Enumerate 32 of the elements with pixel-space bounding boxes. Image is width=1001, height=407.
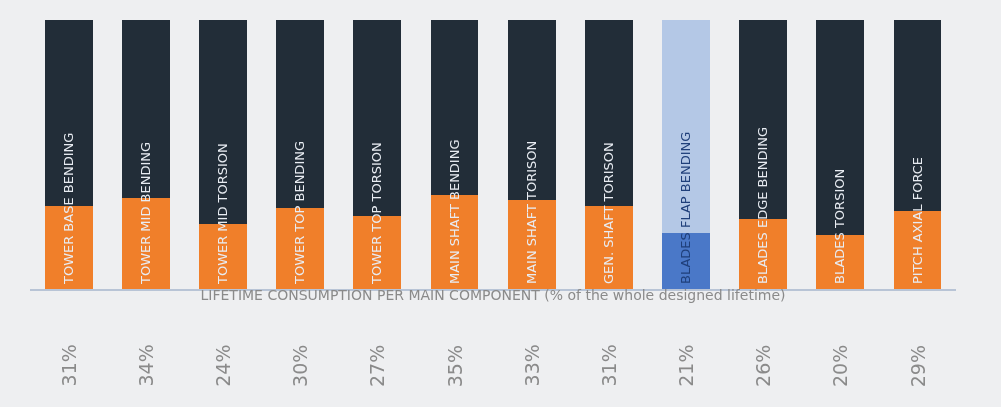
x-tick-label: TOWER TOP BENDING	[292, 140, 308, 286]
x-tick-label: BLADES TORSION	[832, 168, 848, 285]
bar	[507, 20, 556, 201]
bar	[584, 205, 633, 289]
x-tick-label: TOWER MID BENDING	[137, 141, 153, 286]
data-label: 35%	[443, 344, 466, 388]
bar	[816, 235, 865, 289]
data-label: 29%	[906, 344, 929, 388]
data-label: 33%	[520, 344, 543, 387]
x-tick-label: MAIN SHAFT TORISON	[523, 140, 539, 285]
data-label: 30%	[289, 344, 312, 387]
x-axis-title: LIFETIME CONSUMPTION PER MAIN COMPONENT (% of the whole designed lifetime)	[200, 286, 786, 303]
data-label: 31%	[597, 344, 620, 387]
data-label: 26%	[752, 344, 775, 387]
x-tick-label: GEN. SHAFT TORISON	[600, 142, 616, 285]
data-label: 21%	[675, 344, 698, 387]
data-label: 27%	[366, 344, 389, 388]
bar	[662, 20, 710, 233]
x-tick-label: BLADES EDGE BENDING	[755, 126, 771, 285]
bar	[507, 200, 556, 289]
data-label: 24%	[212, 344, 235, 387]
data-label: 34%	[134, 344, 157, 387]
data-label: 20%	[829, 344, 852, 388]
x-tick-label: TOWER MID TORSION	[215, 143, 231, 286]
bar	[276, 208, 325, 289]
x-tick-label: TOWER TOP TORSION	[369, 142, 385, 286]
x-tick-label: TOWER BASE BENDING	[60, 132, 76, 286]
x-tick-label: MAIN SHAFT BENDING	[446, 139, 462, 285]
data-label: 31%	[57, 344, 80, 387]
bar	[584, 20, 633, 206]
x-tick-label: PITCH AXIAL FORCE	[909, 156, 925, 285]
x-tick-label: BLADES FLAP BENDING	[678, 131, 694, 285]
